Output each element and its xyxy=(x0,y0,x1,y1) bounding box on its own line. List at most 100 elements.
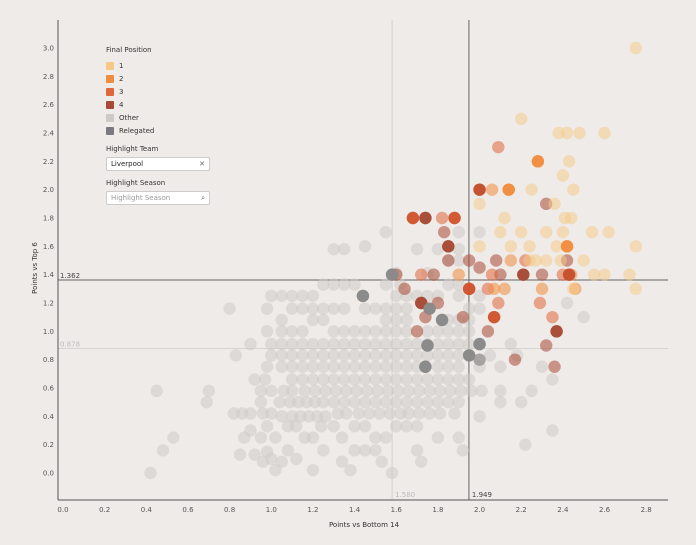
data-point-other[interactable] xyxy=(431,360,445,373)
data-point-other[interactable] xyxy=(306,302,320,315)
data-point-other[interactable] xyxy=(465,384,478,398)
data-point-other[interactable] xyxy=(358,373,372,386)
data-point-other[interactable] xyxy=(415,455,428,468)
data-point-other[interactable] xyxy=(410,373,424,386)
data-point-other[interactable] xyxy=(379,225,393,239)
data-point-other[interactable] xyxy=(275,349,288,362)
data-point-other[interactable] xyxy=(390,349,403,362)
data-point-3[interactable] xyxy=(435,211,449,225)
data-point-other[interactable] xyxy=(379,395,393,409)
data-point-other[interactable] xyxy=(504,337,517,351)
data-point-other[interactable] xyxy=(335,455,349,468)
data-point-other[interactable] xyxy=(421,395,434,409)
data-point-other[interactable] xyxy=(317,360,330,373)
data-point-other[interactable] xyxy=(337,325,351,338)
data-point-other[interactable] xyxy=(202,384,215,398)
data-point-other[interactable] xyxy=(348,420,361,433)
data-point-other[interactable] xyxy=(442,325,455,338)
highlighted-point[interactable] xyxy=(406,211,420,225)
data-point-other[interactable] xyxy=(452,431,465,444)
data-point-other[interactable] xyxy=(379,373,393,386)
data-point-1[interactable] xyxy=(550,240,563,253)
data-point-1[interactable] xyxy=(602,225,615,239)
data-point-1[interactable] xyxy=(548,197,561,211)
data-point-other[interactable] xyxy=(410,444,424,457)
data-point-other[interactable] xyxy=(379,278,393,291)
data-point-4[interactable] xyxy=(473,261,486,274)
data-point-1[interactable] xyxy=(585,225,599,239)
data-point-other[interactable] xyxy=(344,463,357,477)
data-point-other[interactable] xyxy=(433,384,447,398)
data-point-other[interactable] xyxy=(410,420,424,433)
data-point-other[interactable] xyxy=(285,349,299,362)
data-point-other[interactable] xyxy=(494,395,507,409)
highlighted-point[interactable] xyxy=(435,313,449,327)
data-point-other[interactable] xyxy=(265,337,278,351)
highlight-season-input[interactable] xyxy=(111,194,191,202)
data-point-1[interactable] xyxy=(567,282,580,296)
data-point-other[interactable] xyxy=(327,278,340,291)
data-point-other[interactable] xyxy=(337,278,351,291)
data-point-1[interactable] xyxy=(515,112,528,126)
data-point-other[interactable] xyxy=(306,431,320,444)
highlighted-point[interactable] xyxy=(419,360,432,373)
data-point-other[interactable] xyxy=(233,448,247,461)
data-point-other[interactable] xyxy=(248,448,261,461)
data-point-4[interactable] xyxy=(535,268,549,281)
data-point-other[interactable] xyxy=(379,313,393,327)
data-point-other[interactable] xyxy=(494,384,507,398)
data-point-other[interactable] xyxy=(306,289,320,303)
data-point-other[interactable] xyxy=(260,420,274,433)
data-point-other[interactable] xyxy=(392,384,405,398)
data-point-4[interactable] xyxy=(427,268,440,281)
data-point-other[interactable] xyxy=(306,373,320,386)
data-point-other[interactable] xyxy=(290,420,303,433)
data-point-other[interactable] xyxy=(375,455,388,468)
data-point-other[interactable] xyxy=(421,349,434,362)
data-point-other[interactable] xyxy=(371,384,384,398)
highlighted-point[interactable] xyxy=(462,349,476,362)
highlighted-point[interactable] xyxy=(356,289,370,303)
data-point-other[interactable] xyxy=(390,373,403,386)
data-point-1[interactable] xyxy=(564,211,578,225)
data-point-other[interactable] xyxy=(369,360,382,373)
highlighted-point[interactable] xyxy=(442,240,455,253)
data-point-1[interactable] xyxy=(556,225,570,239)
data-point-other[interactable] xyxy=(400,313,413,327)
data-point-other[interactable] xyxy=(402,384,415,398)
data-point-other[interactable] xyxy=(369,337,382,351)
data-point-1[interactable] xyxy=(525,183,538,196)
data-point-4[interactable] xyxy=(442,254,455,267)
data-point-other[interactable] xyxy=(167,431,180,444)
data-point-other[interactable] xyxy=(400,420,413,433)
data-point-other[interactable] xyxy=(390,302,403,315)
data-point-other[interactable] xyxy=(410,349,424,362)
data-point-other[interactable] xyxy=(296,337,309,351)
data-point-other[interactable] xyxy=(475,384,488,398)
data-point-4[interactable] xyxy=(481,325,495,338)
data-point-other[interactable] xyxy=(260,360,274,373)
highlighted-point[interactable] xyxy=(473,183,486,196)
data-point-other[interactable] xyxy=(452,337,465,351)
data-point-other[interactable] xyxy=(306,360,320,373)
data-point-other[interactable] xyxy=(327,395,340,409)
data-point-other[interactable] xyxy=(275,289,288,303)
data-point-other[interactable] xyxy=(144,466,157,480)
data-point-other[interactable] xyxy=(369,395,382,409)
data-point-other[interactable] xyxy=(412,384,426,398)
data-point-other[interactable] xyxy=(285,289,299,303)
data-point-other[interactable] xyxy=(452,225,465,239)
data-point-other[interactable] xyxy=(315,420,328,433)
data-point-other[interactable] xyxy=(423,384,436,398)
data-point-4[interactable] xyxy=(410,325,424,338)
data-point-other[interactable] xyxy=(373,407,386,420)
data-point-other[interactable] xyxy=(410,242,424,256)
data-point-other[interactable] xyxy=(433,407,447,420)
data-point-other[interactable] xyxy=(358,349,372,362)
legend-item[interactable]: 2 xyxy=(106,72,216,85)
highlight-team-field[interactable]: Liverpool ✕ xyxy=(106,157,210,171)
highlighted-point[interactable] xyxy=(502,183,515,196)
data-point-other[interactable] xyxy=(462,325,476,338)
highlighted-point[interactable] xyxy=(517,268,530,281)
data-point-other[interactable] xyxy=(473,225,486,239)
